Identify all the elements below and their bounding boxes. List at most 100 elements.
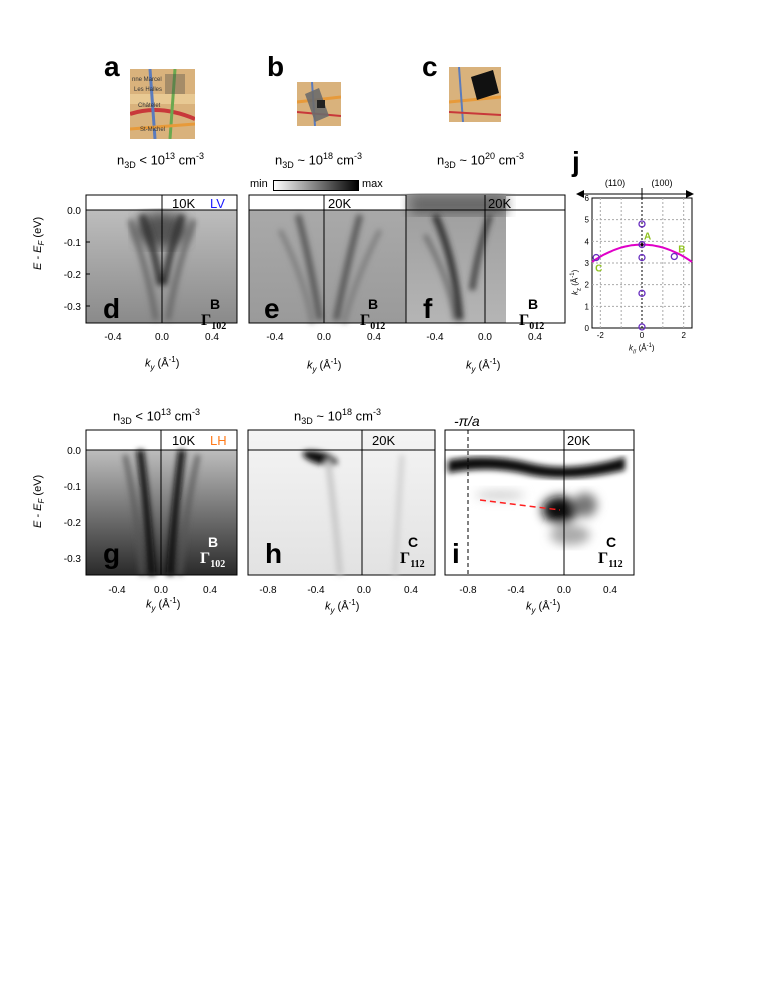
density-caption-g: n3D < 1013 cm-3 — [113, 407, 201, 426]
data-point — [638, 253, 646, 262]
xtick-f-1: 0.0 — [478, 332, 492, 343]
density-caption-a: n3D < 1013 cm-3 — [117, 151, 205, 170]
panel-j-ylabel: kz (Å-1) — [570, 269, 583, 295]
panel-g — [85, 429, 238, 576]
data-point — [638, 289, 646, 297]
xtick-d-1: 0.0 — [155, 332, 169, 343]
panel-d — [85, 194, 238, 324]
panel-h — [247, 429, 436, 576]
xtick-i-1: -0.4 — [507, 585, 525, 596]
colorbar — [273, 180, 359, 191]
panel-f-temp: 20K — [488, 196, 512, 211]
j-ytick: 0 — [585, 324, 590, 333]
arpes-row-bottom: 0.0 -0.1 -0.2 -0.3 -0.4 0.0 0.4 -0.8 -0.… — [64, 429, 635, 596]
panel-label-d: d — [103, 293, 121, 324]
j-ytick: 1 — [585, 302, 590, 311]
density-caption-h: n3D ~ 1018 cm-3 — [294, 407, 382, 426]
panel-label-e: e — [264, 293, 280, 324]
xtick-g-1: 0.0 — [154, 585, 168, 596]
panel-g-point: B — [208, 534, 219, 550]
ytick-g-0: 0.0 — [67, 446, 81, 457]
colorbar-min-label: min — [250, 178, 268, 190]
panel-j-xlabel: k// (Å-1) — [629, 343, 655, 356]
panel-g-temp: 10K — [172, 433, 196, 448]
panel-f-point: B — [528, 296, 539, 312]
ylabel-row2: E - EF (eV) — [32, 474, 47, 528]
sample-photo-a: nne Marcel Les Halles Châtelet St-Michel — [130, 69, 195, 139]
j-ytick: 4 — [585, 237, 590, 246]
panel-d-gamma: Γ102 — [201, 312, 227, 333]
point-label-a: A — [644, 232, 651, 243]
xlabel-g: ky (Å-1) — [146, 596, 181, 613]
j-ytick: 5 — [585, 216, 590, 225]
xlabel-e: ky (Å-1) — [307, 357, 342, 374]
xtick-i-0: -0.8 — [459, 585, 477, 596]
ylabel-row1: E - EF (eV) — [32, 216, 47, 270]
panel-e-gamma: Γ012 — [360, 312, 386, 333]
density-caption-c: n3D ~ 1020 cm-3 — [437, 151, 525, 170]
ytick-d-2: -0.2 — [64, 270, 82, 281]
panel-i-point: C — [606, 534, 617, 550]
xlabel-d: ky (Å-1) — [145, 355, 180, 372]
point-label-b: B — [678, 245, 685, 256]
ytick-d-1: -0.1 — [64, 238, 82, 249]
j-xtick: 0 — [640, 331, 645, 340]
panel-label-c: c — [422, 51, 438, 82]
panel-d-pol: LV — [210, 196, 225, 211]
xtick-d-0: -0.4 — [104, 332, 122, 343]
xlabel-f: ky (Å-1) — [466, 357, 501, 374]
sample-photo-b — [297, 82, 341, 126]
panel-e-point: B — [368, 296, 379, 312]
panel-h-temp: 20K — [372, 433, 396, 448]
panel-label-b: b — [267, 51, 285, 82]
ytick-d-0: 0.0 — [67, 206, 81, 217]
j-ytick: 3 — [585, 259, 590, 268]
svg-text:nne Marcel: nne Marcel — [132, 77, 162, 83]
xtick-i-2: 0.0 — [557, 585, 571, 596]
point-label-c: C — [595, 264, 602, 275]
panel-h-point: C — [408, 534, 419, 550]
panel-g-gamma: Γ102 — [200, 550, 226, 571]
panel-i-gamma: Γ112 — [598, 550, 623, 571]
panel-label-f: f — [423, 293, 433, 324]
panel-label-j: j — [572, 146, 580, 177]
svg-text:Les Halles: Les Halles — [134, 87, 162, 93]
panel-j-chart: (110) (100) 0 1 2 3 4 5 6 -2 0 2 A B C — [576, 178, 694, 340]
panel-e-temp: 20K — [328, 196, 352, 211]
xtick-h-0: -0.8 — [259, 585, 277, 596]
data-point — [638, 240, 646, 249]
panel-label-h: h — [265, 538, 283, 569]
j-ytick: 2 — [585, 281, 590, 290]
panel-label-a: a — [104, 51, 120, 82]
ytick-g-1: -0.1 — [64, 482, 82, 493]
panel-d-point: B — [210, 296, 221, 312]
j-xtick: -2 — [597, 331, 605, 340]
colorbar-max-label: max — [362, 178, 383, 190]
panel-f — [405, 194, 566, 324]
ytick-d-3: -0.3 — [64, 302, 82, 313]
point-a-marker — [640, 243, 644, 247]
arpes-row-top: 0.0 -0.1 -0.2 -0.3 -0.4 0.0 0.4 -0.4 0.0… — [64, 194, 566, 343]
xlabel-h: ky (Å-1) — [325, 598, 360, 615]
data-point — [638, 220, 646, 228]
xtick-i-3: 0.4 — [603, 585, 617, 596]
panel-f-gamma: Γ012 — [519, 312, 545, 333]
xtick-e-1: 0.0 — [317, 332, 331, 343]
j-ytick: 6 — [585, 194, 590, 203]
xtick-f-2: 0.4 — [528, 332, 542, 343]
ytick-g-2: -0.2 — [64, 518, 82, 529]
dir-left-label: (110) — [605, 178, 625, 188]
data-point — [592, 253, 600, 262]
dir-right-label: (100) — [651, 178, 672, 188]
xtick-h-2: 0.0 — [357, 585, 371, 596]
xtick-e-0: -0.4 — [266, 332, 284, 343]
xtick-e-2: 0.4 — [367, 332, 381, 343]
panel-i — [444, 429, 635, 576]
data-point — [638, 323, 646, 331]
panel-label-i: i — [452, 538, 460, 569]
panel-label-g: g — [103, 538, 121, 569]
xtick-f-0: -0.4 — [426, 332, 444, 343]
sample-photo-c — [449, 67, 501, 122]
svg-text:St-Michel: St-Michel — [140, 127, 165, 133]
xlabel-i: ky (Å-1) — [526, 598, 561, 615]
